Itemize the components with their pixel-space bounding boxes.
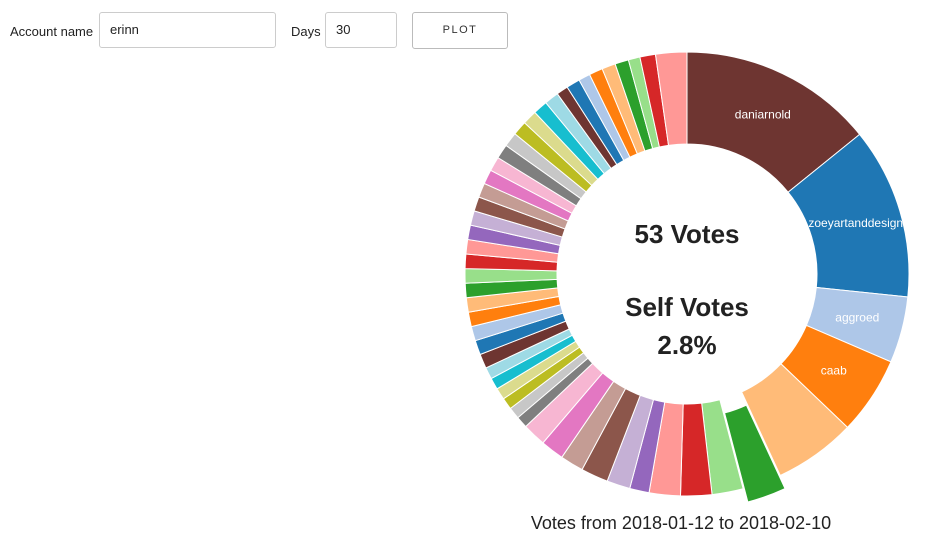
center-subtitle: Self Votes bbox=[625, 292, 749, 322]
caption: Votes from 2018-01-12 to 2018-02-10 bbox=[531, 513, 831, 533]
slice-label: zoeyartanddesign bbox=[808, 216, 903, 230]
donut-slice bbox=[740, 363, 849, 477]
slice-label: aggroed bbox=[835, 311, 879, 325]
center-title: 53 Votes bbox=[634, 219, 739, 249]
days-label: Days bbox=[291, 24, 321, 39]
slice-label: caab bbox=[821, 363, 847, 377]
donut-slice bbox=[723, 404, 786, 503]
donut-slice bbox=[654, 51, 688, 146]
center-value: 2.8% bbox=[657, 330, 716, 360]
plot-button[interactable]: PLOT bbox=[412, 12, 508, 49]
account-label: Account name bbox=[10, 24, 94, 39]
slice-label: daniarnold bbox=[735, 107, 791, 121]
days-input[interactable]: 30 bbox=[325, 12, 397, 48]
account-input[interactable]: erinn bbox=[99, 12, 276, 48]
